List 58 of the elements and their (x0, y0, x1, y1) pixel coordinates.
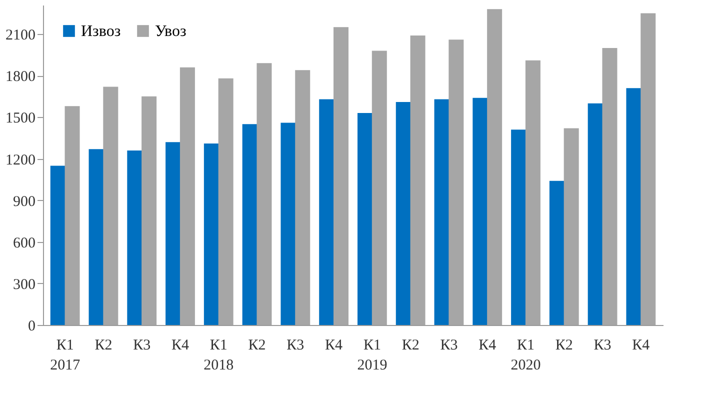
legend-label: Извоз (81, 23, 121, 40)
bar (218, 78, 234, 325)
x-tick-label: К2 (555, 338, 573, 354)
bar (487, 9, 502, 325)
y-tick-label: 300 (13, 276, 36, 293)
y-tick-label: 2100 (6, 28, 36, 44)
y-tick-label: 900 (13, 194, 36, 210)
x-tick-label: К3 (286, 338, 304, 354)
bar (626, 88, 642, 325)
bar (256, 63, 272, 325)
bar (511, 130, 526, 325)
bar (357, 113, 372, 325)
x-tick-label: К2 (94, 338, 112, 354)
bar (103, 86, 118, 325)
bar (64, 106, 80, 325)
bar (472, 98, 488, 325)
legend-label: Увоз (155, 23, 186, 40)
x-tick-label: К3 (594, 338, 612, 354)
y-tick-label: 1800 (6, 69, 36, 86)
bar (334, 27, 349, 325)
x-tick-label: К3 (133, 338, 151, 354)
x-tick-label: К2 (248, 338, 266, 354)
x-tick-label: К3 (440, 338, 458, 354)
bar (448, 40, 464, 325)
y-tick-label: 600 (13, 235, 36, 252)
bar (564, 128, 579, 325)
bar (166, 142, 181, 325)
x-tick-label: К4 (325, 338, 344, 354)
bar (319, 99, 334, 325)
bar (180, 67, 195, 325)
bar (588, 103, 603, 325)
y-tick-label: 0 (28, 318, 36, 334)
bar (410, 35, 426, 325)
bar (50, 166, 66, 325)
bar (295, 70, 310, 325)
bar (88, 149, 104, 325)
x-tick-label: К4 (171, 338, 190, 354)
y-tick-label: 1200 (6, 152, 36, 168)
bar (396, 102, 411, 325)
bar (549, 180, 564, 325)
x-tick-label: К1 2019 (357, 338, 388, 374)
x-tick-label: К4 (632, 338, 650, 354)
bar (372, 50, 387, 325)
bar (242, 124, 258, 325)
bar (434, 99, 450, 325)
bar (127, 150, 142, 325)
bar (204, 144, 219, 325)
x-tick-label: К1 2018 (204, 338, 234, 374)
bar (280, 122, 296, 325)
x-tick-label: К4 (478, 338, 497, 354)
y-tick-label: 1500 (6, 110, 36, 127)
x-tick-label: К1 2020 (510, 338, 541, 374)
bar (640, 13, 656, 325)
bar (525, 60, 540, 325)
bar (142, 96, 157, 325)
x-tick-label: К2 (402, 338, 420, 354)
x-tick-label: К1 2017 (50, 338, 81, 374)
bar (602, 48, 618, 325)
